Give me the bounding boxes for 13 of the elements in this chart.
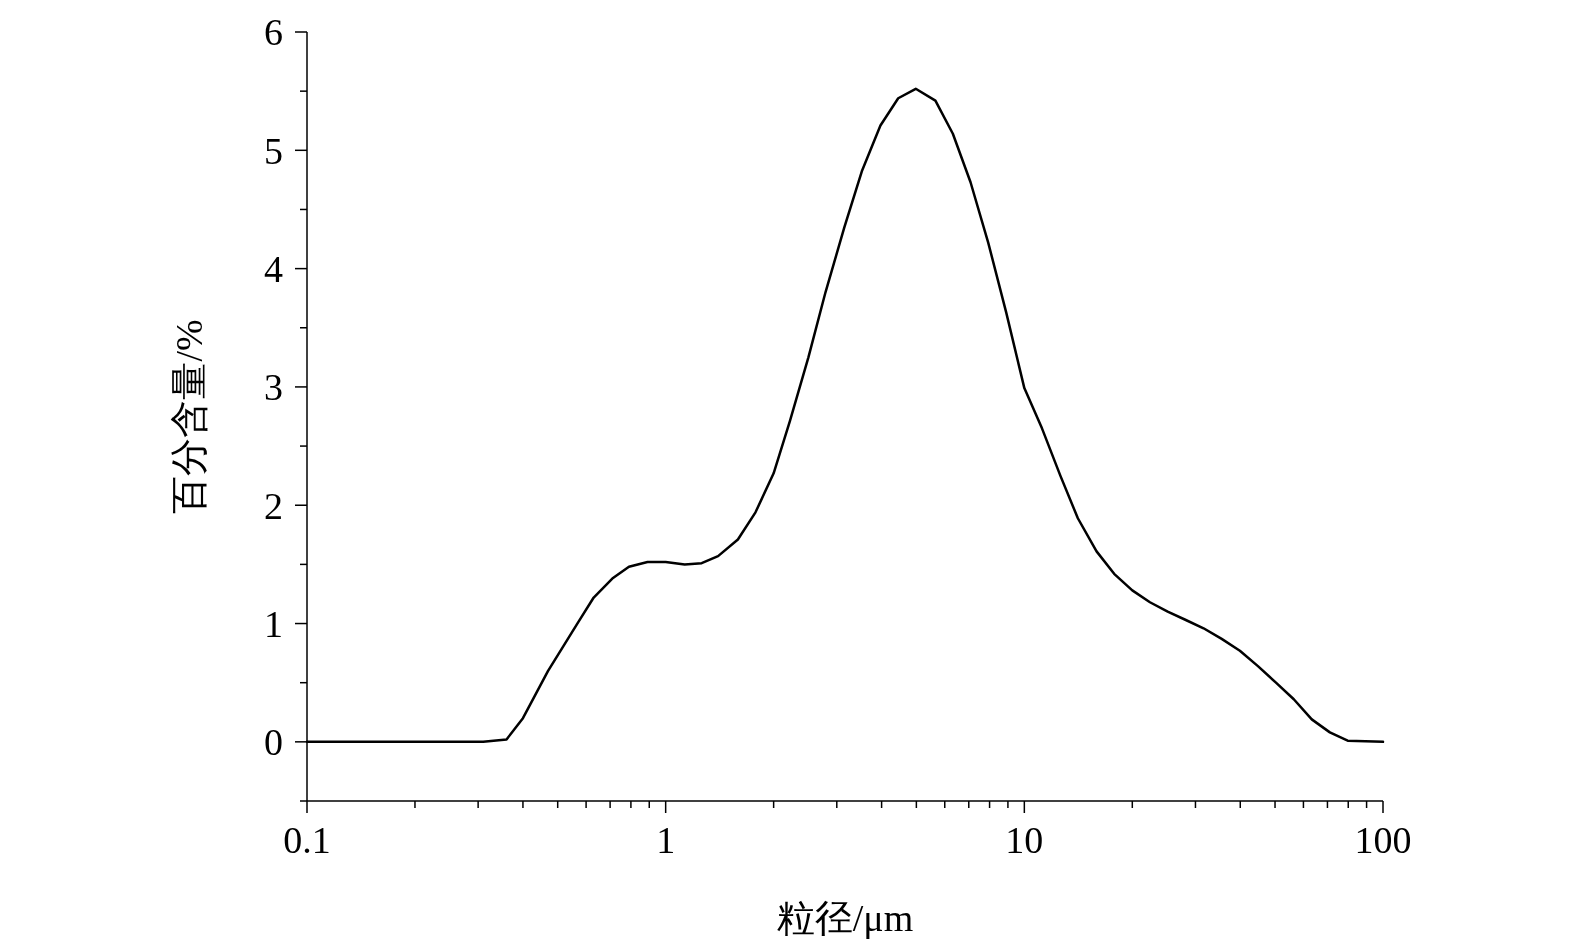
x-axis-title: 粒径/μm	[776, 897, 914, 939]
y-tick-label: 5	[264, 129, 283, 172]
y-tick-label: 2	[264, 484, 283, 527]
y-tick-label: 1	[264, 602, 283, 645]
y-tick-label: 6	[264, 11, 283, 54]
y-tick-label: 0	[264, 721, 283, 764]
x-tick-label: 1	[656, 819, 676, 861]
x-tick-label: 0.1	[283, 819, 331, 861]
y-axis-title: 百分含量/%	[168, 319, 210, 514]
y-tick-label: 3	[264, 366, 283, 409]
x-tick-label: 100	[1354, 819, 1412, 861]
y-tick-label: 4	[264, 247, 283, 290]
x-tick-label: 10	[1005, 819, 1044, 861]
